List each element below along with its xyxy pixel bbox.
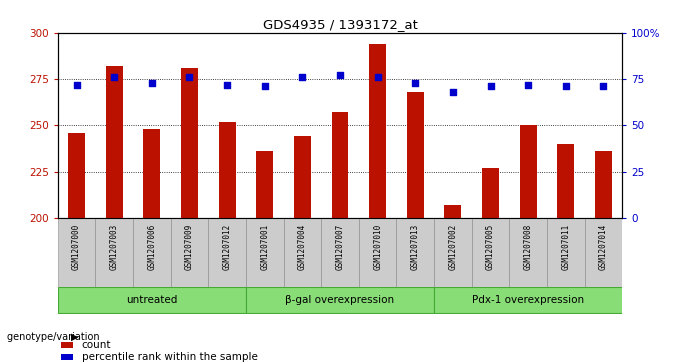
Bar	[246, 287, 434, 313]
Text: GSM1207002: GSM1207002	[448, 223, 458, 270]
Point	[109, 74, 120, 80]
Bar	[434, 287, 622, 313]
Text: count: count	[82, 340, 111, 350]
Bar	[208, 218, 246, 287]
Bar	[595, 151, 612, 218]
Bar	[445, 205, 461, 218]
Text: GSM1207001: GSM1207001	[260, 223, 269, 270]
Text: GSM1207000: GSM1207000	[72, 223, 81, 270]
Bar	[332, 112, 348, 218]
Text: percentile rank within the sample: percentile rank within the sample	[82, 352, 258, 362]
Text: GSM1207010: GSM1207010	[373, 223, 382, 270]
Text: genotype/variation: genotype/variation	[7, 332, 103, 342]
Bar	[106, 66, 122, 218]
Text: GSM1207005: GSM1207005	[486, 223, 495, 270]
Text: GSM1207012: GSM1207012	[222, 223, 232, 270]
Point	[184, 74, 195, 80]
Point	[335, 72, 345, 78]
Point	[259, 83, 270, 89]
Bar	[407, 92, 424, 218]
Text: β-gal overexpression: β-gal overexpression	[286, 295, 394, 305]
Text: ▶: ▶	[71, 332, 79, 342]
Bar	[58, 287, 246, 313]
Bar	[284, 218, 321, 287]
Text: GSM1207013: GSM1207013	[411, 223, 420, 270]
Point	[447, 89, 458, 95]
Bar	[181, 68, 198, 218]
Bar	[171, 218, 208, 287]
Title: GDS4935 / 1393172_at: GDS4935 / 1393172_at	[262, 19, 418, 32]
Point	[560, 83, 571, 89]
Text: GSM1207004: GSM1207004	[298, 223, 307, 270]
Point	[485, 83, 496, 89]
Text: GSM1207006: GSM1207006	[148, 223, 156, 270]
Bar	[68, 132, 85, 218]
Bar	[58, 218, 95, 287]
Point	[146, 80, 157, 86]
Bar	[246, 218, 284, 287]
Point	[71, 82, 82, 87]
Text: Pdx-1 overexpression: Pdx-1 overexpression	[472, 295, 584, 305]
Text: GSM1207014: GSM1207014	[599, 223, 608, 270]
Bar	[434, 218, 472, 287]
Bar	[369, 44, 386, 218]
Bar	[509, 218, 547, 287]
Bar	[482, 168, 499, 218]
Text: GSM1207003: GSM1207003	[109, 223, 119, 270]
Point	[297, 74, 308, 80]
Point	[410, 80, 421, 86]
Point	[372, 74, 383, 80]
Point	[523, 82, 534, 87]
Bar	[472, 218, 509, 287]
Text: untreated: untreated	[126, 295, 177, 305]
Point	[598, 83, 609, 89]
Bar	[95, 218, 133, 287]
Text: GSM1207011: GSM1207011	[561, 223, 571, 270]
Text: GSM1207007: GSM1207007	[335, 223, 345, 270]
Bar	[133, 218, 171, 287]
Bar	[321, 218, 359, 287]
Bar	[520, 125, 537, 218]
Bar	[396, 218, 434, 287]
Text: GSM1207009: GSM1207009	[185, 223, 194, 270]
Bar	[256, 151, 273, 218]
Bar	[294, 136, 311, 218]
Point	[222, 82, 233, 87]
Bar	[143, 129, 160, 218]
Bar	[359, 218, 396, 287]
Text: GSM1207008: GSM1207008	[524, 223, 532, 270]
Bar	[547, 218, 585, 287]
Bar	[219, 122, 235, 218]
Bar	[558, 144, 574, 218]
Bar	[585, 218, 622, 287]
